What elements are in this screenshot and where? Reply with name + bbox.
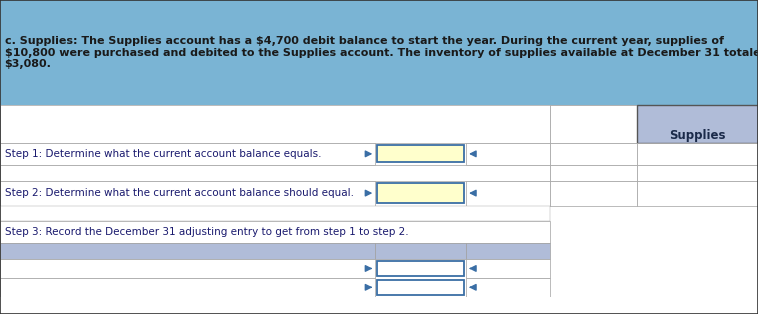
Text: Step 1: Determine what the current account balance equals.: Step 1: Determine what the current accou…: [5, 149, 321, 159]
Bar: [466, 181, 550, 206]
Bar: [0, 206, 550, 221]
Bar: [637, 105, 758, 127]
Bar: [0, 143, 375, 165]
Bar: [0, 0, 758, 105]
Bar: [550, 165, 637, 181]
Bar: [550, 181, 637, 206]
Bar: [0, 221, 550, 243]
Bar: [466, 243, 550, 259]
Text: Supplies: Supplies: [669, 128, 725, 142]
Bar: [0, 278, 375, 297]
Bar: [377, 145, 464, 162]
Bar: [466, 278, 550, 297]
Bar: [637, 165, 758, 181]
Bar: [377, 261, 464, 276]
Bar: [550, 105, 637, 127]
Bar: [550, 143, 637, 165]
Bar: [637, 105, 758, 143]
Bar: [375, 243, 466, 259]
Bar: [466, 259, 550, 278]
Bar: [377, 183, 464, 203]
Bar: [466, 143, 550, 165]
Bar: [0, 105, 550, 143]
Text: Step 2: Determine what the current account balance should equal.: Step 2: Determine what the current accou…: [5, 188, 353, 198]
Bar: [0, 243, 375, 259]
Text: Step 3: Record the December 31 adjusting entry to get from step 1 to step 2.: Step 3: Record the December 31 adjusting…: [5, 227, 408, 237]
Bar: [550, 105, 637, 143]
Bar: [637, 181, 758, 206]
Bar: [0, 165, 550, 181]
Bar: [377, 280, 464, 295]
Bar: [0, 297, 758, 314]
Bar: [637, 143, 758, 165]
Bar: [0, 181, 375, 206]
Bar: [0, 259, 375, 278]
Text: c. Supplies: The Supplies account has a $4,700 debit balance to start the year. : c. Supplies: The Supplies account has a …: [5, 36, 758, 69]
